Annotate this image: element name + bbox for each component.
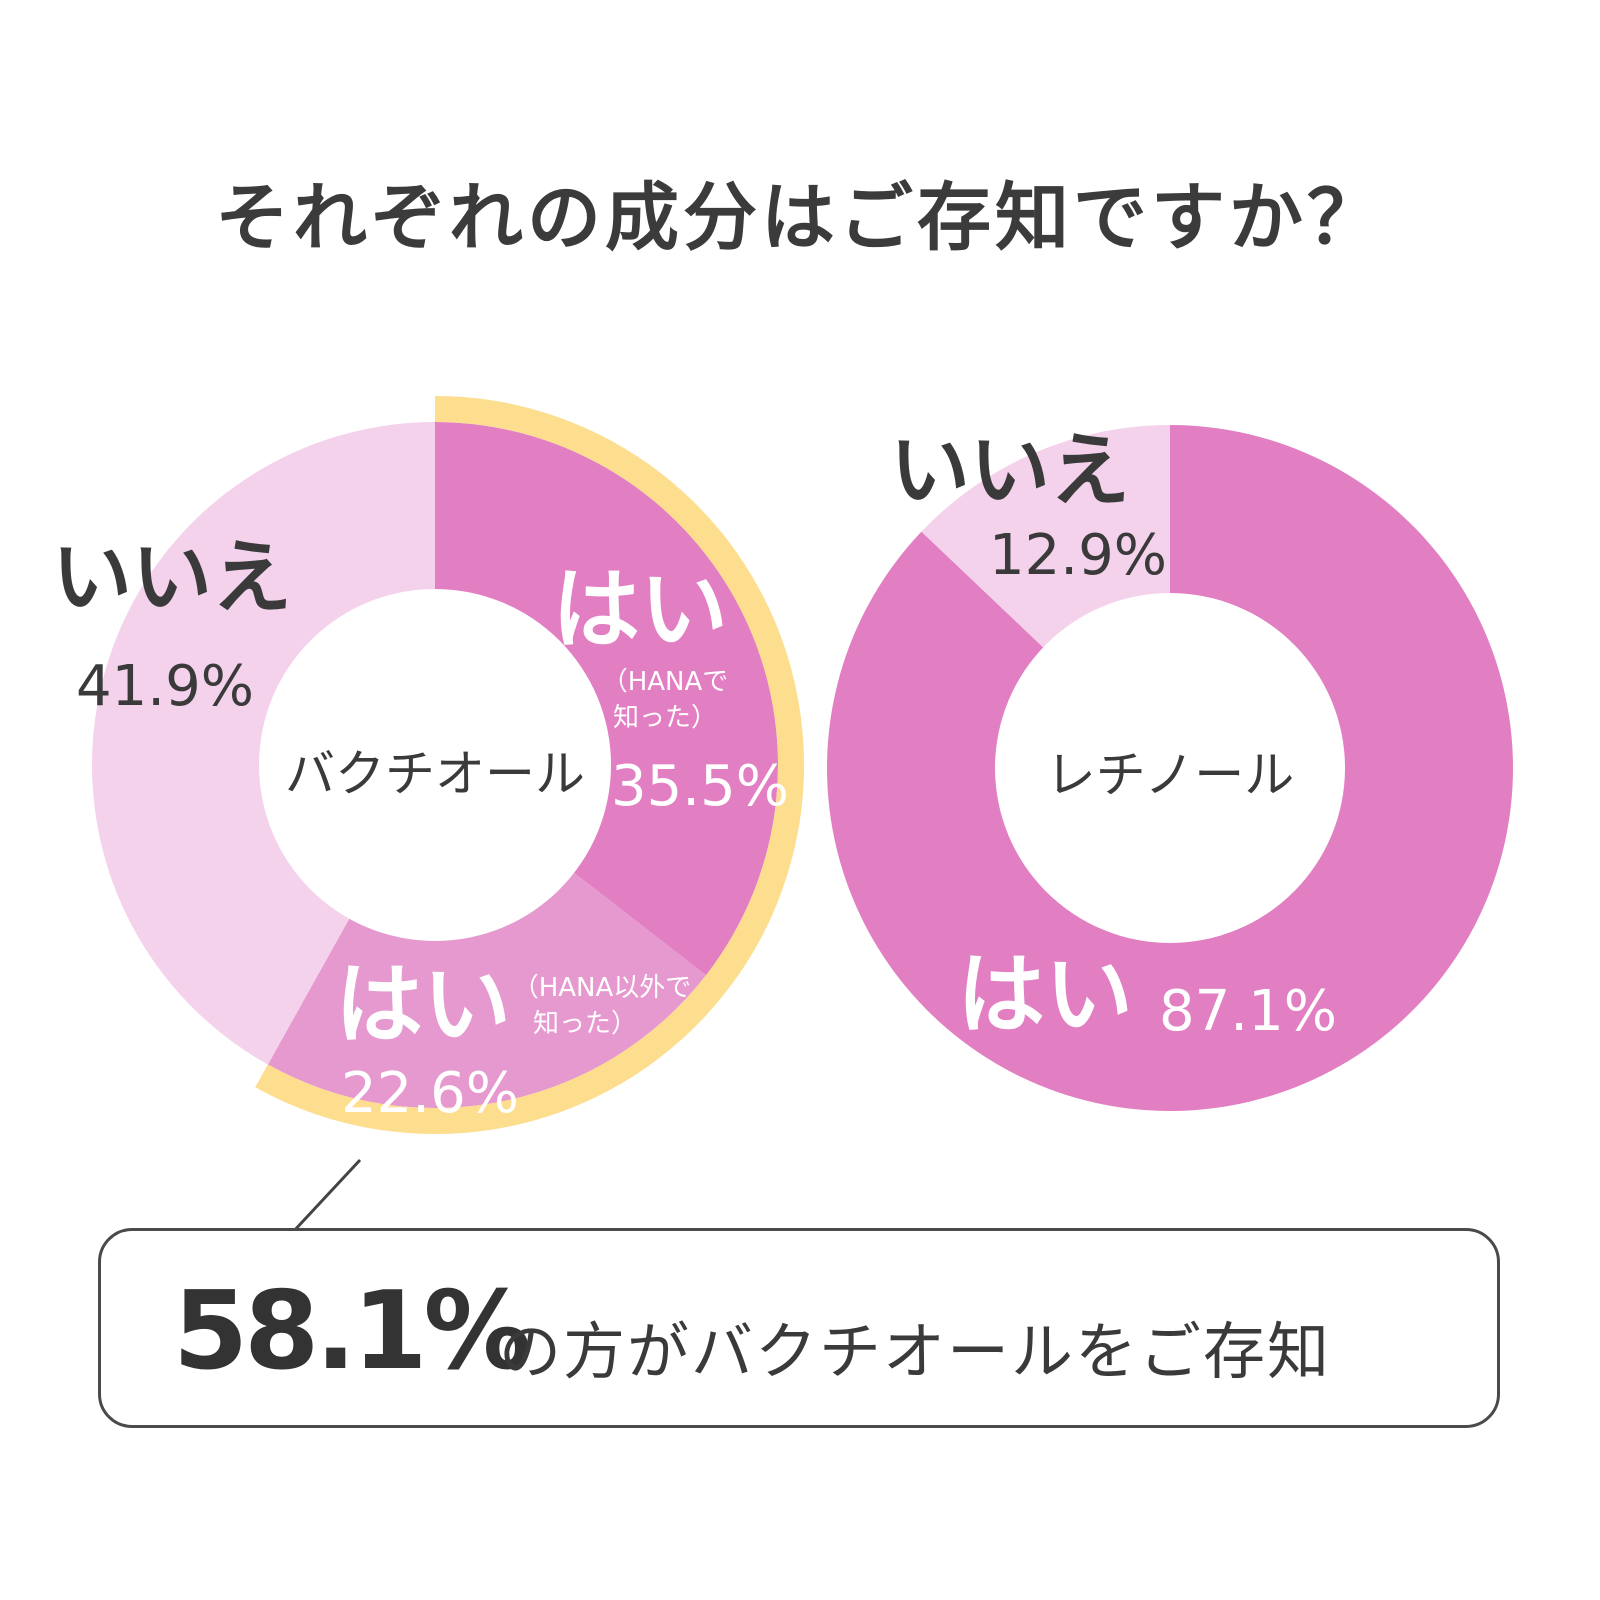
chart-title: それぞれの成分はご存知ですか？ <box>215 175 1385 261</box>
slice-sublabel: 知った） <box>613 703 717 733</box>
slice-sublabel: （HANA以外で <box>513 973 692 1003</box>
slice-label: はい <box>957 943 1133 1046</box>
donut-hole <box>995 593 1345 943</box>
center-label: バクチオール <box>285 745 585 803</box>
slice-label: いいえ <box>890 424 1130 517</box>
slice-value: 41.9% <box>76 654 254 719</box>
slice-value: 87.1% <box>1159 979 1337 1044</box>
slice-yes-other <box>267 765 707 1109</box>
slice-value: 35.5% <box>611 754 789 819</box>
slice-sublabel: （HANAで <box>602 667 729 697</box>
center-label: レチノール <box>1046 746 1295 804</box>
slice-value: 22.6% <box>341 1061 519 1126</box>
slice-label: はい <box>335 953 511 1056</box>
callout-text: の方がバクチオールをご存知 <box>499 1315 1332 1388</box>
awareness-highlight-arc <box>255 396 804 1134</box>
slice-sublabel: 知った） <box>533 1009 637 1039</box>
slice-yes-hana <box>435 422 779 976</box>
slice-label: いいえ <box>52 531 292 624</box>
slice-value: 12.9% <box>989 523 1167 588</box>
summary-callout: 58.1% の方がバクチオールをご存知 <box>98 1228 1500 1428</box>
donut-hole <box>259 589 611 941</box>
callout-percent: 58.1% <box>173 1269 532 1394</box>
slice-label: はい <box>552 558 728 661</box>
